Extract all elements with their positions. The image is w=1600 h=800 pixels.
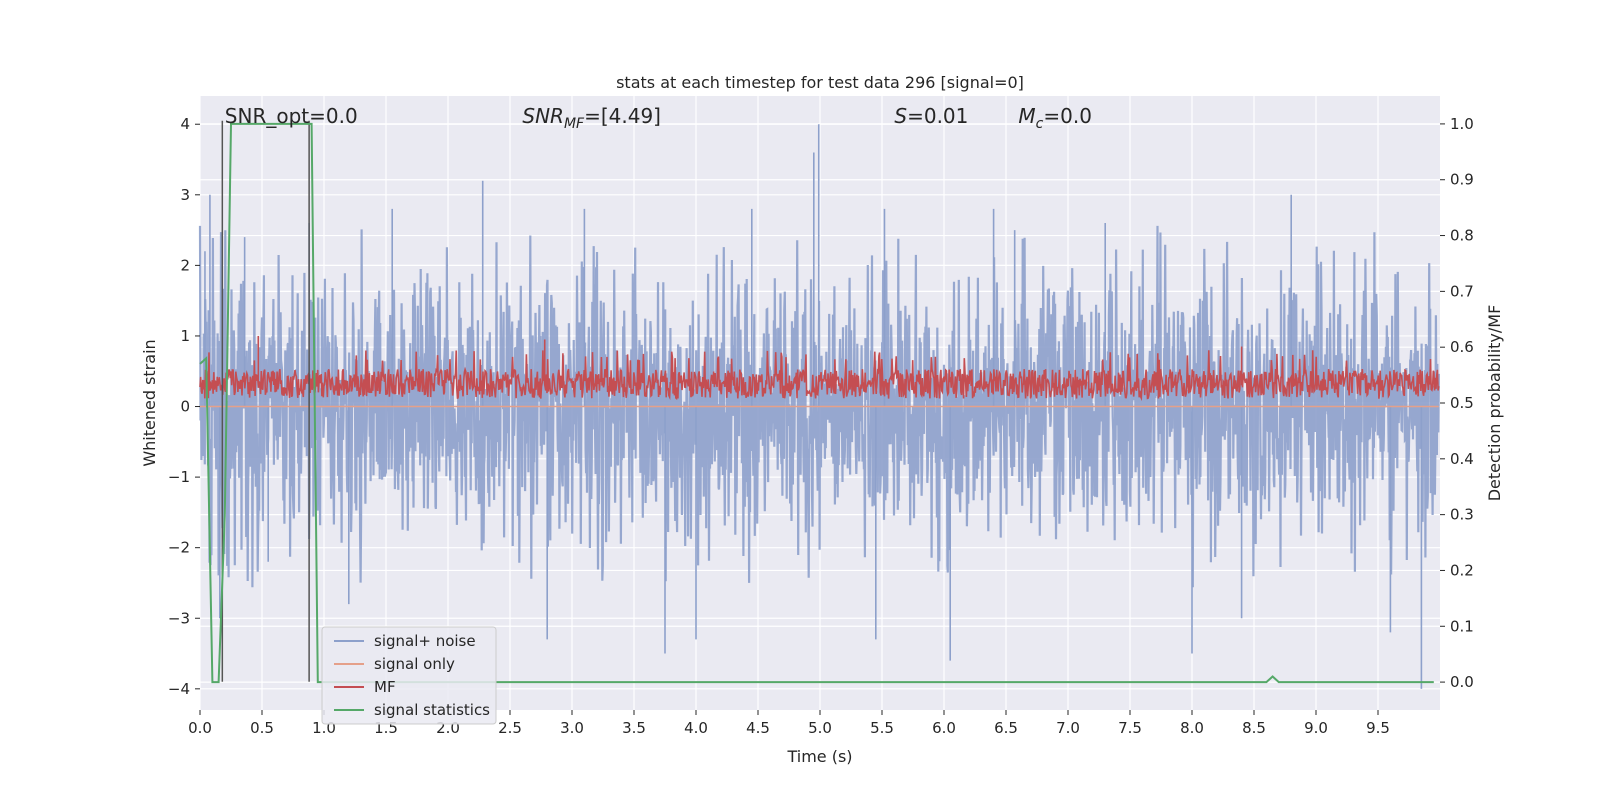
- legend: signal+ noise signal only MF signal statist…: [321, 626, 497, 725]
- y-right-tick-label: 0.1: [1450, 617, 1474, 635]
- y-right-axis-label: Detection probability/MF: [1485, 305, 1504, 502]
- x-tick-label: 6.0: [932, 719, 956, 737]
- annotation: SNRMF=[4.49]: [522, 104, 661, 132]
- x-tick-label: 0.5: [250, 719, 274, 737]
- x-tick-label: 0.0: [188, 719, 212, 737]
- x-tick-label: 7.5: [1118, 719, 1142, 737]
- y-right-axis-ticks: 0.0 0.1 0.2 0.3 0.4 0.5 0.6 0.7 0.8 0.9 1.0: [1440, 115, 1474, 691]
- series-mf-line: [199, 350, 1440, 402]
- x-tick-label: 5.5: [870, 719, 894, 737]
- y-right-tick-label: 0.5: [1450, 394, 1474, 412]
- y-tick-label: 2: [180, 256, 190, 274]
- x-tick-label: 9.5: [1366, 719, 1390, 737]
- legend-label: MF: [374, 678, 396, 696]
- y-right-tick-label: 0.8: [1450, 227, 1474, 245]
- y-axis-ticks: −4 −3 −2 −1 0 1 2 3 4: [168, 115, 200, 698]
- legend-label: signal statistics: [374, 701, 490, 719]
- y-tick-label: −4: [168, 680, 190, 698]
- y-right-tick-label: 0.2: [1450, 561, 1474, 579]
- x-tick-label: 6.5: [994, 719, 1018, 737]
- x-axis-ticks: 0.0 0.5 1.0 1.5 2.0 2.5 3.0 3.5 4.0 4.5 5.0 5.5 6.0 6…: [188, 710, 1390, 737]
- y-right-tick-label: 1.0: [1450, 115, 1474, 133]
- x-tick-label: 5.0: [808, 719, 832, 737]
- legend-label: signal+ noise: [374, 632, 476, 650]
- annotation: Mc=0.0: [1018, 104, 1092, 132]
- annotations: SNR_opt=0.0 SNRMF=[4.49] S=0.01 Mc=0.0: [225, 104, 1092, 132]
- y-right-tick-label: 0.7: [1450, 282, 1474, 300]
- x-tick-label: 4.0: [684, 719, 708, 737]
- signal-statistics-layer: [199, 122, 1434, 684]
- x-tick-label: 3.0: [560, 719, 584, 737]
- x-tick-label: 8.0: [1180, 719, 1204, 737]
- y-tick-label: 0: [180, 398, 190, 416]
- annotation: SNR_opt=0.0: [225, 104, 358, 128]
- x-tick-label: 9.0: [1304, 719, 1328, 737]
- y-tick-label: 3: [180, 186, 190, 204]
- legend-box: [321, 626, 497, 725]
- y-right-tick-label: 0.3: [1450, 506, 1474, 524]
- y-right-tick-label: 0.6: [1450, 338, 1474, 356]
- y-axis-label: Whitened strain: [140, 339, 159, 466]
- series-signal-noise-line: [198, 225, 1440, 588]
- y-right-tick-label: 0.9: [1450, 171, 1474, 189]
- y-tick-label: −2: [168, 539, 190, 557]
- series-signal-statistics-line: [199, 122, 1434, 684]
- y-right-tick-label: 0.0: [1450, 673, 1474, 691]
- legend-label: signal only: [374, 655, 455, 673]
- y-tick-label: 1: [180, 327, 190, 345]
- mf-layer: [199, 335, 1440, 402]
- x-axis-label: Time (s): [786, 747, 852, 766]
- annotation: S=0.01: [894, 104, 968, 128]
- y-tick-label: −1: [168, 468, 190, 486]
- x-tick-label: 8.5: [1242, 719, 1266, 737]
- chart-title: stats at each timestep for test data 296…: [616, 73, 1024, 92]
- x-tick-label: 4.5: [746, 719, 770, 737]
- x-tick-label: 2.5: [498, 719, 522, 737]
- y-right-tick-label: 0.4: [1450, 450, 1474, 468]
- y-tick-label: −3: [168, 609, 190, 627]
- y-tick-label: 4: [180, 115, 190, 133]
- x-tick-label: 3.5: [622, 719, 646, 737]
- x-tick-label: 7.0: [1056, 719, 1080, 737]
